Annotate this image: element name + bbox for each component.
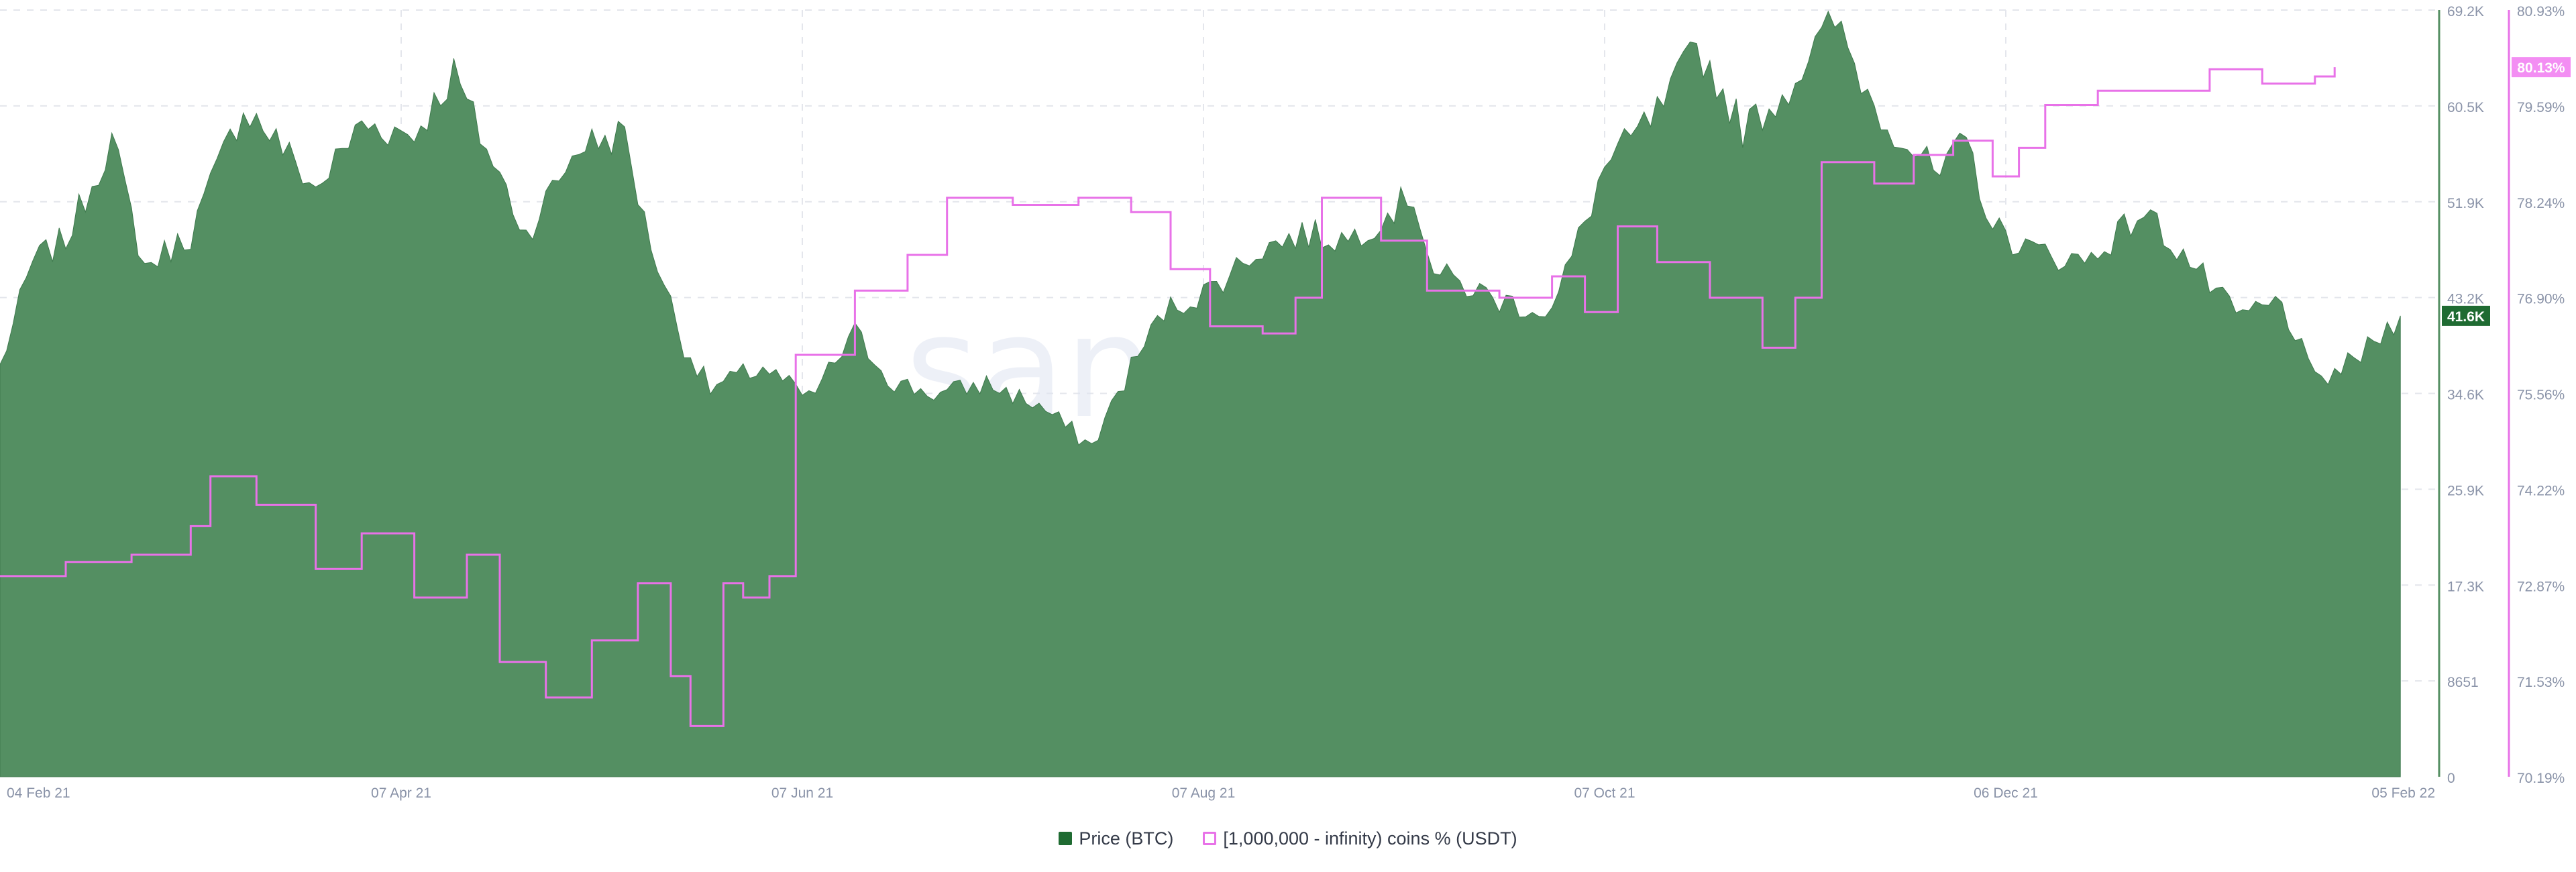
left-axis-labels: 69.2K 60.5K 51.9K 43.2K 34.6K 25.9K 17.3K 8651 0 (2447, 4, 2484, 786)
left-tick-label: 34.6K (2447, 388, 2484, 403)
right-tick-label: 71.53% (2517, 675, 2565, 690)
right-tick-label: 80.93% (2517, 4, 2565, 19)
left-tick-label: 43.2K (2447, 292, 2484, 307)
right-axis-labels: 80.93% 79.59% 78.24% 76.90% 75.56% 74.22% 72.8… (2517, 4, 2565, 786)
x-tick-label: 07 Oct 21 (1574, 785, 1635, 801)
holders-current-badge (2512, 57, 2571, 78)
holders-pct-line (0, 67, 2336, 727)
price-swatch-icon (1059, 832, 1073, 845)
right-tick-label: 70.19% (2517, 771, 2565, 786)
holders-pct-series (0, 67, 2336, 727)
x-tick-label: 07 Apr 21 (371, 785, 431, 801)
right-tick-label: 74.22% (2517, 483, 2565, 498)
holders-current-label: 80.13% (2517, 60, 2565, 76)
left-tick-label: 0 (2447, 771, 2455, 786)
x-axis-labels: 04 Feb 21 07 Apr 21 07 Jun 21 07 Aug 21 07 O… (7, 785, 2435, 801)
current-value-badges: 41.6K 80.13% (2442, 57, 2571, 326)
right-tick-label: 79.59% (2517, 100, 2565, 115)
legend-label-price: Price (BTC) (1079, 828, 1174, 849)
legend-item-price[interactable]: Price (BTC) (1059, 828, 1173, 849)
x-tick-label: 06 Dec 21 (1974, 785, 2038, 801)
right-tick-label: 72.87% (2517, 579, 2565, 594)
legend-label-holders: [1,000,000 - infinity) coins % (USDT) (1223, 828, 1517, 849)
left-tick-label: 25.9K (2447, 483, 2484, 498)
axes (2438, 10, 2510, 777)
legend-item-holders[interactable]: [1,000,000 - infinity) coins % (USDT) (1203, 828, 1517, 849)
price-area (0, 10, 2401, 777)
holders-swatch-icon (1203, 832, 1217, 845)
left-tick-label: 60.5K (2447, 100, 2484, 115)
price-current-label: 41.6K (2447, 309, 2485, 325)
right-tick-label: 75.56% (2517, 388, 2565, 403)
price-series (0, 10, 2401, 777)
left-tick-label: 51.9K (2447, 196, 2484, 211)
x-tick-label: 04 Feb 21 (7, 785, 70, 801)
x-tick-label: 07 Aug 21 (1172, 785, 1236, 801)
price-current-badge (2442, 305, 2490, 326)
x-tick-label: 05 Feb 22 (2371, 785, 2435, 801)
x-tick-label: 07 Jun 21 (771, 785, 833, 801)
right-tick-label: 76.90% (2517, 292, 2565, 307)
left-tick-label: 17.3K (2447, 579, 2484, 594)
left-tick-label: 8651 (2447, 675, 2479, 690)
left-tick-label: 69.2K (2447, 4, 2484, 19)
chart-legend: Price (BTC) [1,000,000 - infinity) coins… (0, 820, 2576, 857)
right-tick-label: 78.24% (2517, 196, 2565, 211)
